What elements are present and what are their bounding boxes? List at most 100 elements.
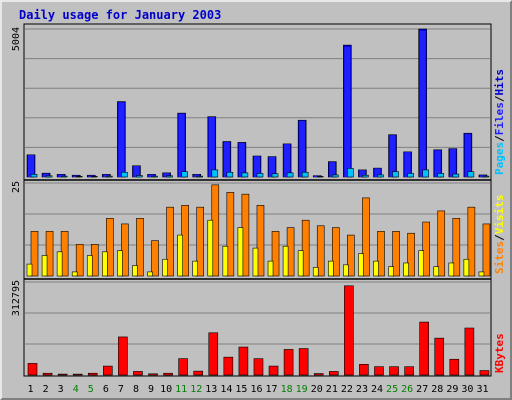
x-tick-label: 18 [281, 384, 293, 395]
bar-files [43, 173, 50, 177]
bar-pages [422, 169, 429, 178]
bar-files [434, 150, 441, 177]
bar-kbytes [268, 365, 279, 376]
bar-pages [196, 175, 204, 178]
x-tick-label: 1 [28, 384, 34, 395]
x-tick-label: 12 [190, 384, 202, 395]
bar-kbytes [57, 373, 68, 376]
bar-sites [392, 231, 400, 277]
bar-visits [237, 227, 244, 277]
legend-separator: / [493, 234, 506, 241]
bar-pages [452, 173, 460, 178]
x-tick-label: 7 [118, 384, 124, 395]
x-tick-label: 24 [371, 384, 383, 395]
bar-kbytes [223, 356, 234, 376]
bar-kbytes [283, 349, 294, 376]
bar-sites [151, 240, 159, 277]
x-tick-label: 21 [326, 384, 338, 395]
bar-sites [45, 231, 54, 277]
bar-kbytes [238, 346, 249, 376]
bar-visits [177, 234, 183, 277]
bar-pages [316, 176, 324, 178]
bar-pages [226, 171, 234, 178]
x-tick-label: 10 [160, 384, 172, 395]
bar-visits [267, 260, 274, 277]
bar-files [299, 120, 306, 177]
y-max-label: 5004 [11, 27, 22, 51]
bar-visits [222, 245, 229, 277]
legend-entry: Files [493, 102, 506, 135]
bar-pages [437, 173, 445, 178]
bar-sites [121, 223, 129, 277]
bar-pages [45, 175, 53, 178]
bar-visits [86, 255, 93, 277]
legend-entry: KBytes [493, 333, 506, 373]
bar-visits [282, 245, 289, 277]
bar-files [449, 148, 456, 177]
bar-files [163, 173, 170, 177]
bar-files [238, 142, 245, 177]
bar-files [269, 156, 276, 177]
x-tick-label: 25 [386, 384, 398, 395]
chart-title: Daily usage for January 2003 [19, 8, 221, 22]
bar-visits [478, 271, 485, 277]
x-tick-label: 16 [250, 384, 262, 395]
bar-sites [467, 206, 476, 277]
bar-sites [377, 231, 385, 277]
legend: Sites/Visits [493, 195, 506, 275]
bar-visits [102, 251, 108, 277]
bar-kbytes [178, 358, 188, 376]
bar-visits [147, 271, 153, 277]
bar-visits [373, 260, 379, 277]
bar-visits [297, 250, 304, 277]
bar-kbytes [464, 327, 475, 376]
bar-kbytes [163, 372, 173, 376]
bar-sites [407, 232, 415, 277]
bar-kbytes [298, 348, 309, 376]
bar-pages [121, 171, 128, 178]
bar-visits [418, 250, 424, 277]
bar-pages [347, 168, 354, 178]
bar-pages [362, 174, 369, 178]
bar-visits [132, 265, 138, 277]
bar-sites [226, 192, 235, 277]
bar-sites [196, 206, 205, 277]
bar-kbytes [434, 337, 445, 376]
bar-pages [106, 175, 113, 178]
x-tick-label: 31 [476, 384, 488, 395]
bar-sites [452, 218, 461, 277]
bar-sites [362, 197, 370, 277]
bar-sites [136, 218, 144, 277]
bar-files [359, 170, 366, 177]
bar-pages [392, 171, 399, 178]
bar-sites [106, 218, 114, 277]
x-tick-label: 4 [73, 384, 79, 395]
bar-sites [347, 234, 355, 277]
bar-pages [181, 171, 188, 178]
bar-pages [271, 173, 279, 178]
x-tick-label: 2 [43, 384, 49, 395]
bar-sites [30, 231, 39, 277]
bar-sites [316, 225, 325, 277]
x-tick-label: 29 [446, 384, 458, 395]
bar-kbytes [42, 372, 53, 376]
bar-pages [166, 175, 173, 178]
legend: Pages/Files/Hits [493, 69, 506, 175]
bar-sites [256, 205, 265, 277]
bar-pages [151, 175, 158, 178]
bar-kbytes [344, 285, 354, 376]
legend: KBytes [493, 333, 506, 373]
x-tick-label: 22 [341, 384, 353, 395]
bar-pages [301, 171, 309, 178]
x-tick-label: 13 [205, 384, 217, 395]
bar-visits [433, 266, 440, 277]
bar-sites [422, 221, 430, 277]
bar-files [374, 168, 381, 177]
y-max-label: 25 [11, 181, 22, 193]
bar-sites [271, 231, 280, 277]
bar-kbytes [253, 358, 264, 376]
bar-pages [256, 173, 264, 178]
bar-kbytes [148, 373, 158, 376]
